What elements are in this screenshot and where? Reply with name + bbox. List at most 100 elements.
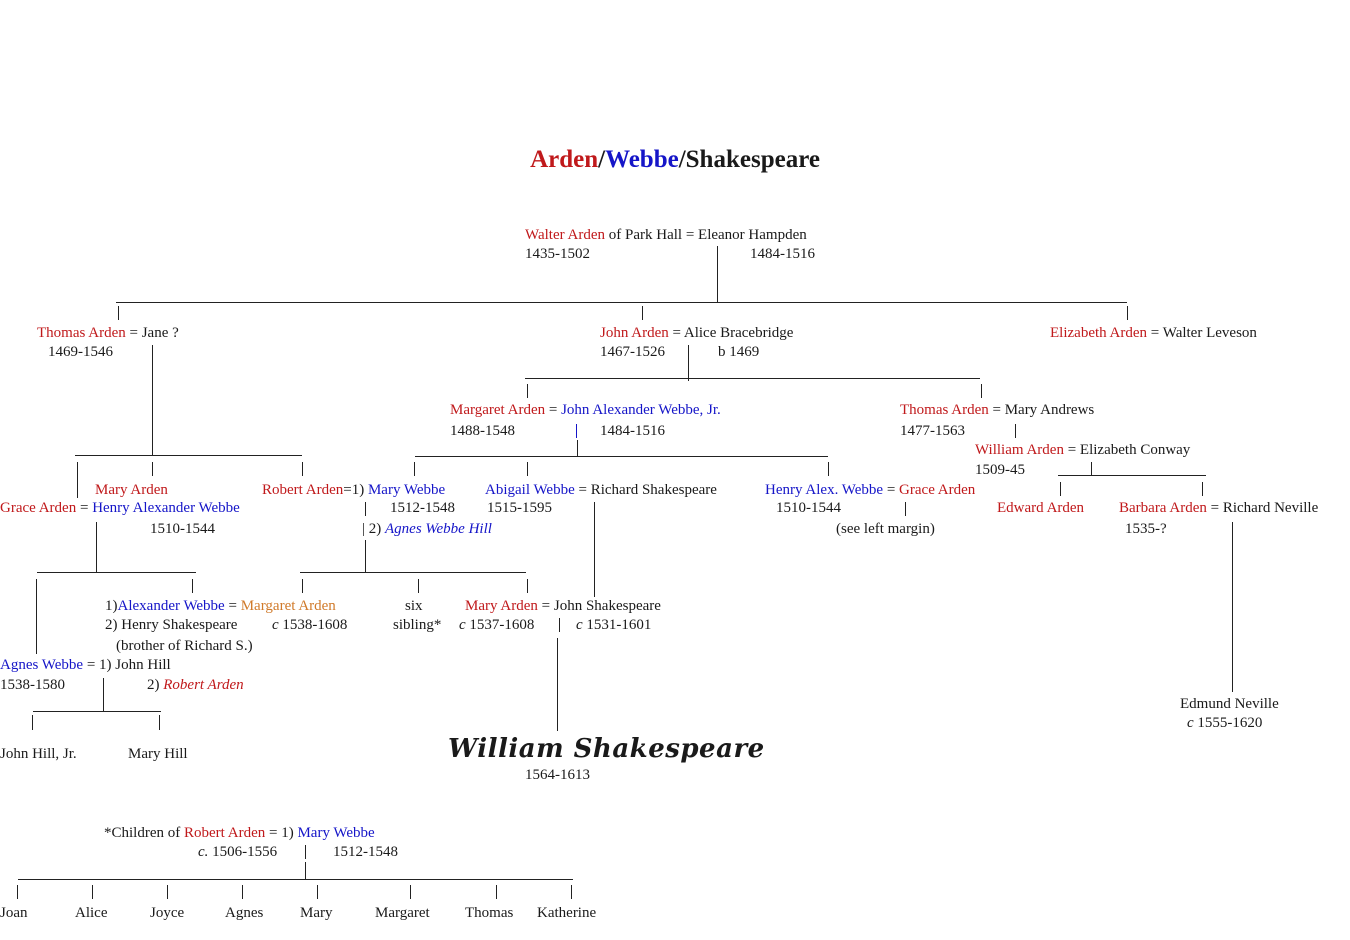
title-arden: Arden bbox=[530, 146, 599, 173]
agnes-webbe-spouse: = 1) John Hill bbox=[83, 657, 171, 673]
barbara-arden-spouse: = Richard Neville bbox=[1206, 500, 1319, 516]
child-name: Mary bbox=[300, 905, 333, 921]
footnote-mother-dates: 1512-1548 bbox=[333, 844, 398, 860]
mary-webbe-name: Mary Webbe bbox=[367, 482, 446, 498]
alice-bracebridge-dates: b 1469 bbox=[718, 344, 760, 360]
connector-line bbox=[32, 715, 33, 730]
mary-arden-2-dates: c 1537-1608 bbox=[459, 617, 535, 633]
alexander-webbe-name: Alexander Webbe bbox=[117, 598, 225, 614]
mary-arden-2-spouse: = John Shakespeare bbox=[537, 598, 661, 614]
walter-arden-name: Walter Arden bbox=[525, 227, 606, 243]
footnote-mother: Mary Webbe bbox=[297, 825, 375, 841]
connector-line bbox=[981, 384, 982, 398]
henry-alex-webbe-name: Henry Alex. Webbe bbox=[765, 482, 884, 498]
william-arden-dates: 1509-45 bbox=[975, 462, 1025, 478]
footnote-eq: = 1) bbox=[265, 825, 298, 841]
robert-arden-entry: Robert Arden=1) Mary Webbe bbox=[262, 481, 445, 499]
connector-line bbox=[302, 462, 303, 476]
connector-line bbox=[905, 502, 906, 516]
connector-line bbox=[410, 885, 411, 899]
connector-line bbox=[414, 462, 415, 476]
connector-line bbox=[92, 885, 93, 899]
child-name: Alice bbox=[75, 905, 108, 921]
footnote-heading: *Children of Robert Arden = 1) Mary Webb… bbox=[104, 824, 375, 842]
john-arden-dates: 1467-1526 bbox=[600, 344, 665, 360]
thomas-arden-name: Thomas Arden bbox=[37, 325, 126, 341]
connector-line bbox=[559, 618, 560, 632]
title-shakespeare: Shakespeare bbox=[685, 146, 820, 173]
connector-line bbox=[1232, 522, 1233, 692]
footnote-prefix: *Children of bbox=[104, 825, 184, 841]
connector-line bbox=[37, 572, 196, 573]
mary-arden-1-name: Mary Arden bbox=[95, 482, 168, 498]
connector-line bbox=[1202, 482, 1203, 496]
brother-of-richard-note: (brother of Richard S.) bbox=[116, 638, 253, 654]
connector-line bbox=[525, 378, 980, 379]
barbara-arden-name: Barbara Arden bbox=[1119, 500, 1207, 516]
connector-line bbox=[167, 885, 168, 899]
connector-line bbox=[302, 579, 303, 593]
margaret-arden-eq: = bbox=[545, 402, 562, 418]
edward-arden-name: Edward Arden bbox=[997, 500, 1085, 516]
connector-line bbox=[642, 306, 643, 320]
henry-alex-webbe-entry: Henry Alex. Webbe = Grace Arden bbox=[765, 481, 975, 499]
john-arden-name: John Arden bbox=[600, 325, 669, 341]
connector-line bbox=[828, 462, 829, 476]
margaret-arden-entry: Margaret Arden = John Alexander Webbe, J… bbox=[450, 401, 721, 419]
henry-alex-webbe-dates: 1510-1544 bbox=[776, 500, 841, 516]
connector-line bbox=[571, 885, 572, 899]
footnote-father: Robert Arden bbox=[184, 825, 266, 841]
robert-arden-eq: =1) bbox=[343, 482, 368, 498]
connector-line bbox=[717, 246, 718, 303]
child-name: Thomas bbox=[465, 905, 514, 921]
circa-mark: c. bbox=[198, 844, 209, 860]
elizabeth-arden-entry: Elizabeth Arden = Walter Leveson bbox=[1050, 324, 1257, 342]
connector-line bbox=[305, 862, 306, 880]
circa-mark: c bbox=[272, 617, 279, 633]
john-alexander-webbe-name: John Alexander Webbe, Jr. bbox=[561, 402, 721, 418]
connector-line bbox=[1058, 475, 1206, 476]
six-siblings-line-1: six bbox=[405, 598, 423, 614]
abigail-webbe-dates: 1515-1595 bbox=[487, 500, 552, 516]
elizabeth-arden-spouse: = Walter Leveson bbox=[1147, 325, 1257, 341]
abigail-webbe-spouse: = Richard Shakespeare bbox=[574, 482, 717, 498]
connector-line bbox=[317, 885, 318, 899]
connector-line bbox=[527, 462, 528, 476]
connector-line bbox=[96, 522, 97, 572]
barbara-arden-entry: Barbara Arden = Richard Neville bbox=[1119, 499, 1318, 517]
william-shakespeare-dates: 1564-1613 bbox=[525, 767, 590, 783]
circa-mark: c bbox=[576, 617, 583, 633]
child-name: Agnes bbox=[225, 905, 264, 921]
barbara-arden-dates: 1535-? bbox=[1125, 521, 1167, 537]
john-hill-jr-name: John Hill, Jr. bbox=[0, 746, 77, 762]
connector-line bbox=[1127, 306, 1128, 320]
connector-line bbox=[365, 540, 366, 572]
second-spouse-prefix: | 2) bbox=[362, 521, 385, 537]
thomas-arden-spouse: = Jane ? bbox=[125, 325, 179, 341]
walter-arden-spouse: of Park Hall = Eleanor Hampden bbox=[605, 227, 807, 243]
connector-line bbox=[116, 302, 1127, 303]
connector-line bbox=[496, 885, 497, 899]
connector-line bbox=[192, 579, 193, 593]
connector-line bbox=[688, 345, 689, 381]
robert-arden-second-spouse: | 2) Agnes Webbe Hill bbox=[362, 520, 492, 538]
connector-line bbox=[242, 885, 243, 899]
connector-line bbox=[152, 345, 153, 455]
walter-arden-entry: Walter Arden of Park Hall = Eleanor Hamp… bbox=[525, 226, 807, 244]
title-sep-1: / bbox=[598, 146, 606, 173]
connector-line bbox=[576, 424, 577, 438]
connector-line bbox=[1060, 482, 1061, 496]
thomas-arden-2-entry: Thomas Arden = Mary Andrews bbox=[900, 401, 1094, 419]
william-arden-entry: William Arden = Elizabeth Conway bbox=[975, 441, 1190, 459]
connector-line bbox=[1015, 424, 1016, 438]
connector-line bbox=[527, 384, 528, 398]
mary-arden-2-entry: Mary Arden = John Shakespeare bbox=[465, 597, 661, 615]
grace-arden-2-name: Grace Arden bbox=[899, 482, 976, 498]
margaret-arden-2-name: Margaret Arden bbox=[240, 598, 336, 614]
connector-line bbox=[17, 885, 18, 899]
thomas-arden-dates: 1469-1546 bbox=[48, 344, 113, 360]
grace-arden-eq: = bbox=[76, 500, 93, 516]
connector-line bbox=[75, 455, 302, 456]
abigail-webbe-name: Abigail Webbe bbox=[485, 482, 575, 498]
